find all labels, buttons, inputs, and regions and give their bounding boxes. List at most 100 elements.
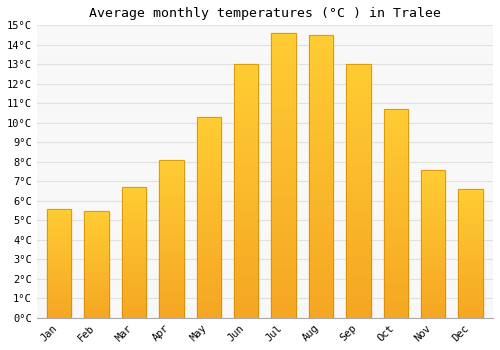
Bar — [309, 278, 333, 284]
Bar — [384, 155, 408, 159]
Bar — [309, 289, 333, 295]
Bar — [272, 255, 296, 261]
Bar — [346, 140, 370, 146]
Bar — [47, 311, 72, 314]
Bar — [122, 205, 146, 208]
Bar — [84, 305, 109, 307]
Bar — [47, 296, 72, 298]
Bar — [47, 270, 72, 272]
Bar — [458, 253, 483, 256]
Bar — [272, 119, 296, 124]
Bar — [346, 262, 370, 267]
Bar — [122, 211, 146, 213]
Bar — [47, 287, 72, 289]
Bar — [309, 256, 333, 261]
Bar — [196, 306, 221, 310]
Bar — [84, 223, 109, 226]
Bar — [47, 300, 72, 302]
Bar — [84, 292, 109, 294]
Bar — [346, 191, 370, 196]
Bar — [458, 220, 483, 223]
Bar — [160, 160, 184, 318]
Bar — [384, 251, 408, 255]
Bar — [122, 294, 146, 297]
Bar — [384, 163, 408, 168]
Bar — [458, 225, 483, 228]
Bar — [309, 114, 333, 120]
Bar — [84, 262, 109, 264]
Bar — [309, 148, 333, 154]
Bar — [122, 297, 146, 300]
Bar — [234, 222, 258, 226]
Bar — [234, 115, 258, 120]
Bar — [196, 173, 221, 177]
Bar — [309, 103, 333, 108]
Bar — [84, 275, 109, 277]
Bar — [346, 90, 370, 95]
Bar — [272, 187, 296, 192]
Bar — [234, 64, 258, 69]
Bar — [160, 169, 184, 173]
Bar — [196, 177, 221, 181]
Bar — [272, 232, 296, 238]
Bar — [272, 278, 296, 284]
Bar — [234, 282, 258, 287]
Bar — [458, 261, 483, 264]
Bar — [47, 316, 72, 318]
Bar — [234, 293, 258, 297]
Bar — [196, 153, 221, 157]
Bar — [84, 273, 109, 275]
Bar — [84, 230, 109, 232]
Bar — [458, 272, 483, 274]
Bar — [458, 305, 483, 308]
Bar — [122, 187, 146, 190]
Bar — [421, 285, 446, 288]
Bar — [234, 64, 258, 318]
Bar — [160, 293, 184, 296]
Bar — [122, 279, 146, 281]
Bar — [234, 216, 258, 222]
Bar — [384, 172, 408, 176]
Bar — [421, 291, 446, 294]
Bar — [309, 244, 333, 250]
Bar — [122, 239, 146, 242]
Bar — [421, 211, 446, 214]
Bar — [421, 178, 446, 182]
Bar — [122, 200, 146, 203]
Bar — [234, 75, 258, 79]
Bar — [196, 189, 221, 193]
Bar — [272, 124, 296, 130]
Bar — [384, 276, 408, 280]
Bar — [272, 39, 296, 44]
Bar — [47, 259, 72, 261]
Bar — [234, 308, 258, 313]
Bar — [272, 153, 296, 159]
Bar — [47, 309, 72, 311]
Bar — [84, 211, 109, 213]
Bar — [160, 232, 184, 236]
Bar — [84, 279, 109, 281]
Bar — [309, 284, 333, 289]
Bar — [234, 201, 258, 206]
Bar — [458, 313, 483, 315]
Bar — [122, 271, 146, 273]
Bar — [47, 314, 72, 316]
Bar — [458, 308, 483, 310]
Bar — [160, 299, 184, 302]
Bar — [384, 184, 408, 188]
Bar — [272, 50, 296, 56]
Bar — [84, 256, 109, 258]
Bar — [160, 236, 184, 239]
Bar — [160, 207, 184, 210]
Bar — [272, 261, 296, 267]
Bar — [346, 110, 370, 115]
Bar — [421, 256, 446, 259]
Bar — [84, 314, 109, 316]
Bar — [196, 181, 221, 185]
Bar — [346, 156, 370, 161]
Bar — [384, 222, 408, 226]
Bar — [458, 292, 483, 295]
Bar — [421, 273, 446, 276]
Bar — [234, 303, 258, 308]
Bar — [160, 195, 184, 198]
